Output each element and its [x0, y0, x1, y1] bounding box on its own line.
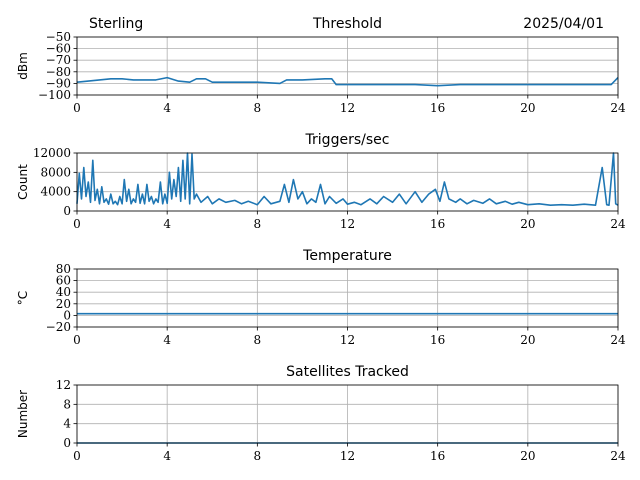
x-tick-label: 8: [254, 449, 262, 463]
x-tick-label: 4: [163, 217, 171, 231]
y-tick-label: −90: [46, 76, 71, 90]
x-tick-label: 8: [254, 333, 262, 347]
x-tick-label: 0: [73, 449, 81, 463]
y-axis-label: °C: [16, 291, 30, 305]
x-tick-label: 20: [520, 333, 535, 347]
x-tick-label: 12: [340, 217, 355, 231]
x-tick-label: 12: [340, 101, 355, 115]
report-date: 2025/04/01: [523, 16, 604, 32]
x-tick-label: 24: [610, 449, 626, 463]
x-tick-label: 0: [73, 333, 81, 347]
x-tick-label: 16: [430, 217, 445, 231]
series-line: [76, 152, 619, 206]
panel-2: 0 4 8 12 16 20 24 0 4000 8000 12000 Triggers/sec Cou…: [16, 132, 626, 231]
panel-title: Triggers/sec: [305, 132, 390, 148]
y-tick-label: 8: [63, 397, 71, 411]
panel-4: 0 4 8 12 16 20 24 0 4 8 12 Satellites Tracked Number: [16, 364, 626, 463]
panel-title: Temperature: [302, 248, 392, 264]
x-tick-label: 16: [430, 449, 445, 463]
x-tick-label: 20: [520, 449, 535, 463]
y-tick-label: 80: [56, 262, 71, 276]
station-name: Sterling: [89, 16, 143, 32]
x-tick-label: 0: [73, 217, 81, 231]
y-tick-label: 12000: [33, 146, 71, 160]
y-tick-label: 60: [56, 274, 71, 288]
panel-title: Threshold: [312, 16, 382, 32]
y-tick-label: 20: [56, 297, 71, 311]
y-axis-label: dBm: [16, 52, 30, 80]
y-tick-label: 4000: [40, 185, 71, 199]
y-tick-label: 40: [56, 285, 71, 299]
x-tick-label: 0: [73, 101, 81, 115]
y-axis-label: Number: [16, 390, 30, 438]
x-tick-label: 4: [163, 101, 171, 115]
panel-title: Satellites Tracked: [286, 364, 409, 380]
series-line: [76, 76, 619, 87]
y-tick-label: −60: [46, 42, 71, 56]
y-tick-label: −80: [46, 65, 71, 79]
x-tick-label: 12: [340, 333, 355, 347]
y-tick-label: 0: [63, 436, 71, 450]
y-tick-label: −50: [46, 30, 71, 44]
x-tick-label: 4: [163, 333, 171, 347]
x-tick-label: 24: [610, 101, 626, 115]
x-tick-label: 8: [254, 217, 262, 231]
y-tick-label: 4: [63, 417, 71, 431]
x-tick-label: 8: [254, 101, 262, 115]
x-tick-label: 24: [610, 217, 626, 231]
x-tick-label: 16: [430, 101, 445, 115]
x-tick-label: 20: [520, 101, 535, 115]
y-axis-label: Count: [16, 164, 30, 200]
y-tick-label: 12: [56, 378, 71, 392]
x-tick-label: 12: [340, 449, 355, 463]
x-tick-label: 4: [163, 449, 171, 463]
y-tick-label: 0: [63, 204, 71, 218]
y-tick-label: 0: [63, 308, 71, 322]
x-tick-label: 24: [610, 333, 626, 347]
y-tick-label: −20: [46, 320, 71, 334]
y-tick-label: −100: [38, 88, 71, 102]
x-tick-label: 16: [430, 333, 445, 347]
x-tick-label: 20: [520, 217, 535, 231]
panels: 0 4 8 12 16 20 24 −100−90−80−70−60−50 Threshold d…: [16, 16, 626, 463]
panel-1: 0 4 8 12 16 20 24 −100−90−80−70−60−50 Threshold d…: [16, 16, 626, 115]
y-tick-label: 8000: [40, 165, 71, 179]
y-tick-label: −70: [46, 53, 71, 67]
